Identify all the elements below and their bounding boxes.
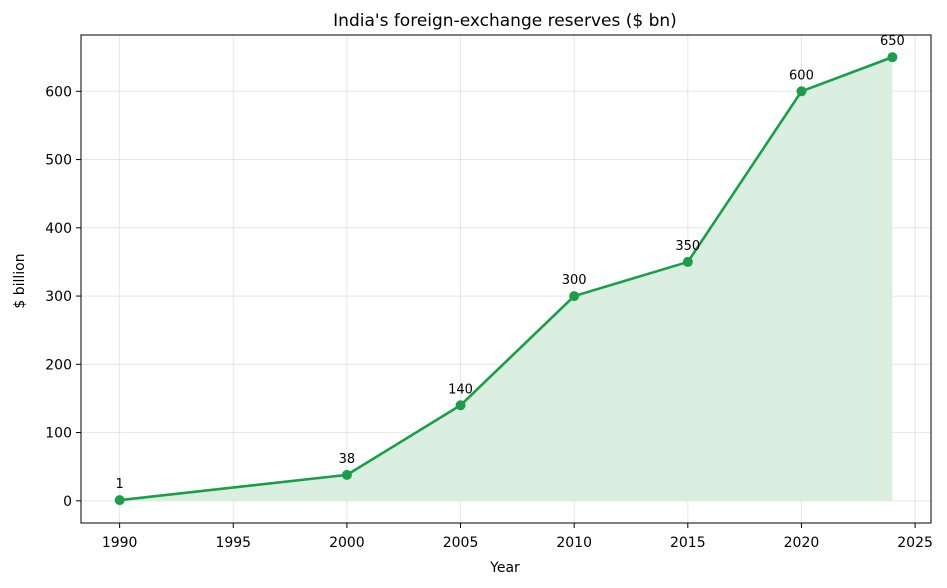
x-tick-label: 2010 — [556, 535, 592, 551]
y-tick-label: 200 — [45, 357, 72, 373]
data-label: 38 — [339, 452, 356, 467]
area-layer — [119, 57, 893, 501]
data-point — [887, 52, 898, 63]
area-fill — [119, 57, 893, 501]
data-point — [114, 495, 125, 506]
data-point — [341, 469, 352, 480]
data-labels: 1 38 140 300 350 600 650 — [115, 34, 904, 492]
y-tick-label: 600 — [45, 84, 72, 100]
x-tick-label: 2025 — [897, 535, 933, 551]
y-tick-label: 100 — [45, 426, 72, 442]
x-tick-label: 2005 — [443, 535, 479, 551]
axes — [80, 34, 932, 524]
ticks: 1990 1995 2000 2005 2010 2015 2020 2025 0 100 200 3… — [45, 84, 933, 551]
plot-frame — [80, 34, 932, 524]
data-label: 350 — [675, 239, 700, 254]
x-axis-label: Year — [489, 560, 520, 576]
y-tick-label: 400 — [45, 221, 72, 237]
y-tick-label: 300 — [45, 289, 72, 305]
x-tick-label: 2015 — [670, 535, 706, 551]
data-label: 1 — [115, 477, 123, 492]
data-point — [796, 86, 807, 97]
data-point — [455, 400, 466, 411]
data-label: 300 — [562, 273, 587, 288]
data-label: 650 — [880, 34, 905, 49]
x-tick-label: 1990 — [102, 535, 138, 551]
chart-title: India's foreign-exchange reserves ($ bn) — [333, 11, 677, 31]
y-tick-label: 500 — [45, 153, 72, 169]
y-axis-label: $ billion — [12, 253, 28, 308]
x-tick-label: 2000 — [329, 535, 365, 551]
data-label: 140 — [448, 382, 473, 397]
y-tick-label: 0 — [63, 494, 72, 510]
x-tick-label: 2020 — [784, 535, 820, 551]
data-point — [682, 256, 693, 267]
x-tick-label: 1995 — [215, 535, 251, 551]
points-layer — [114, 52, 898, 506]
data-point — [569, 291, 580, 302]
data-label: 600 — [789, 68, 814, 83]
